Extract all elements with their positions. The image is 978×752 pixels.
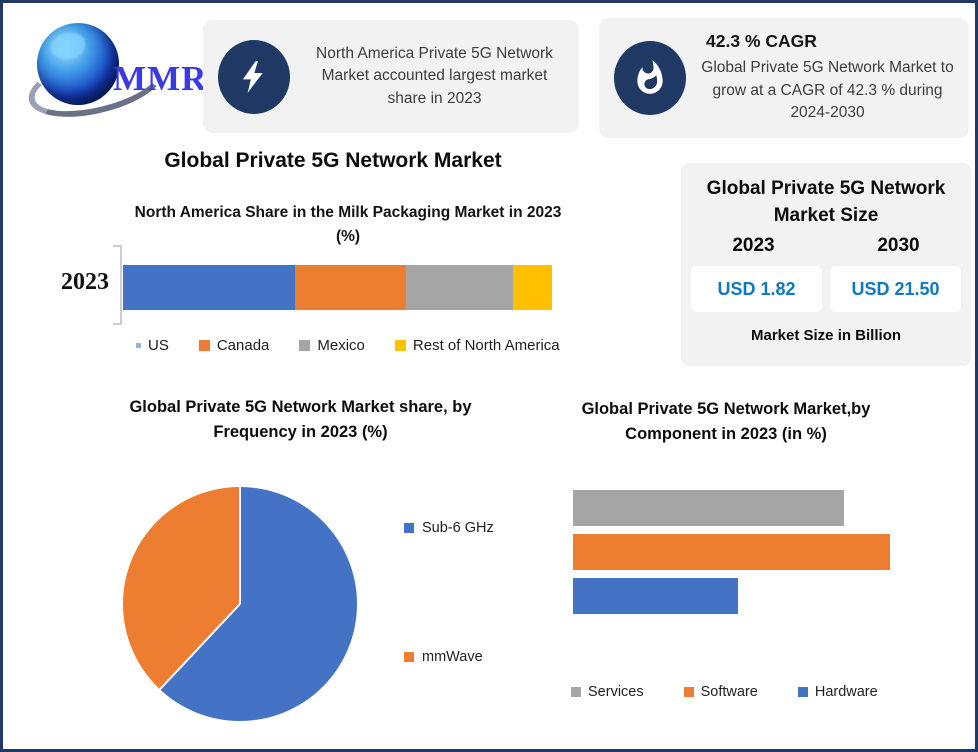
bar-segment-canada [294, 265, 407, 310]
pie-chart-title: Global Private 5G Network Market share, … [129, 398, 472, 441]
legend-item-software: Software [683, 684, 758, 700]
market-size-title: Global Private 5G Network Market Size [706, 178, 946, 226]
legend-item-rest-of-north-america: Rest of North America [394, 337, 560, 354]
globe-icon [37, 23, 119, 105]
pie-legend-label: mmWave [422, 649, 483, 665]
lightning-icon [218, 39, 290, 114]
year-2023-label: 2023 [732, 235, 775, 257]
flame-icon [614, 41, 686, 115]
bar-segment-us [123, 265, 295, 310]
legend-item-mexico: Mexico [299, 337, 365, 354]
frequency-pie-chart [123, 487, 357, 721]
cagr-title: 42.3 % CAGR [706, 31, 817, 52]
bar-segment-mexico [406, 265, 514, 310]
legend-item-hardware: Hardware [797, 684, 878, 700]
legend-label: Software [700, 684, 758, 700]
legend-item-us: US [136, 337, 169, 354]
stacked-chart-title: North America Share in the Milk Packagin… [134, 204, 562, 246]
legend-square-icon [394, 340, 406, 351]
legend-label: Rest of North America [412, 337, 560, 354]
legend-square-icon [299, 340, 311, 351]
y-axis-label: 2023 [61, 269, 109, 295]
logo-text: MMR [113, 59, 208, 98]
market-size-value-2023: USD 1.82 [691, 266, 822, 313]
bar-services [573, 490, 844, 526]
legend-square-icon [198, 340, 210, 351]
legend-item-services: Services [571, 684, 644, 700]
legend-label: Hardware [814, 684, 878, 700]
legend-square-icon [404, 652, 414, 662]
component-bars [573, 490, 903, 622]
y-axis-line [113, 245, 129, 325]
bar-segment-rest-of-north-america [513, 265, 552, 310]
callout-market-share-text: North America Private 5G Network Market … [316, 44, 553, 107]
pie-legend-mmwave: mmWave [404, 649, 483, 665]
mmr-logo: MMR [22, 15, 206, 130]
market-size-footnote: Market Size in Billion [750, 327, 902, 345]
callout-market-share: North America Private 5G Network Market … [203, 20, 579, 133]
cagr-text: Global Private 5G Network Market to grow… [701, 59, 954, 122]
stacked-bar-legend: US Canada Mexico Rest of North America [136, 337, 560, 354]
pie-divider [159, 603, 241, 690]
legend-square-icon [797, 687, 808, 697]
market-size-value-2030: USD 21.50 [830, 266, 961, 313]
component-chart-title: Global Private 5G Network Market,by Comp… [581, 400, 871, 443]
page-title: Global Private 5G Network Market [164, 149, 502, 172]
legend-square-icon [683, 687, 694, 697]
pie-divider [239, 487, 241, 604]
market-size-panel: Global Private 5G Network Market Size 20… [681, 163, 971, 366]
legend-label: Mexico [317, 337, 365, 354]
legend-label: US [148, 337, 169, 354]
bar-software [573, 534, 890, 570]
legend-label: Canada [216, 337, 270, 354]
stacked-bar [123, 265, 552, 310]
pie-legend-label: Sub-6 GHz [422, 520, 494, 536]
bar-hardware [573, 578, 738, 614]
legend-item-canada: Canada [198, 337, 270, 354]
component-legend: Services Software Hardware [571, 684, 878, 700]
year-2030-label: 2030 [877, 235, 920, 257]
callout-cagr: 42.3 % CAGR Global Private 5G Network Ma… [599, 18, 969, 138]
legend-square-icon [136, 343, 141, 348]
legend-square-icon [404, 523, 414, 533]
legend-square-icon [571, 687, 581, 697]
pie-legend-sub6: Sub-6 GHz [404, 520, 494, 536]
legend-label: Services [588, 684, 644, 700]
